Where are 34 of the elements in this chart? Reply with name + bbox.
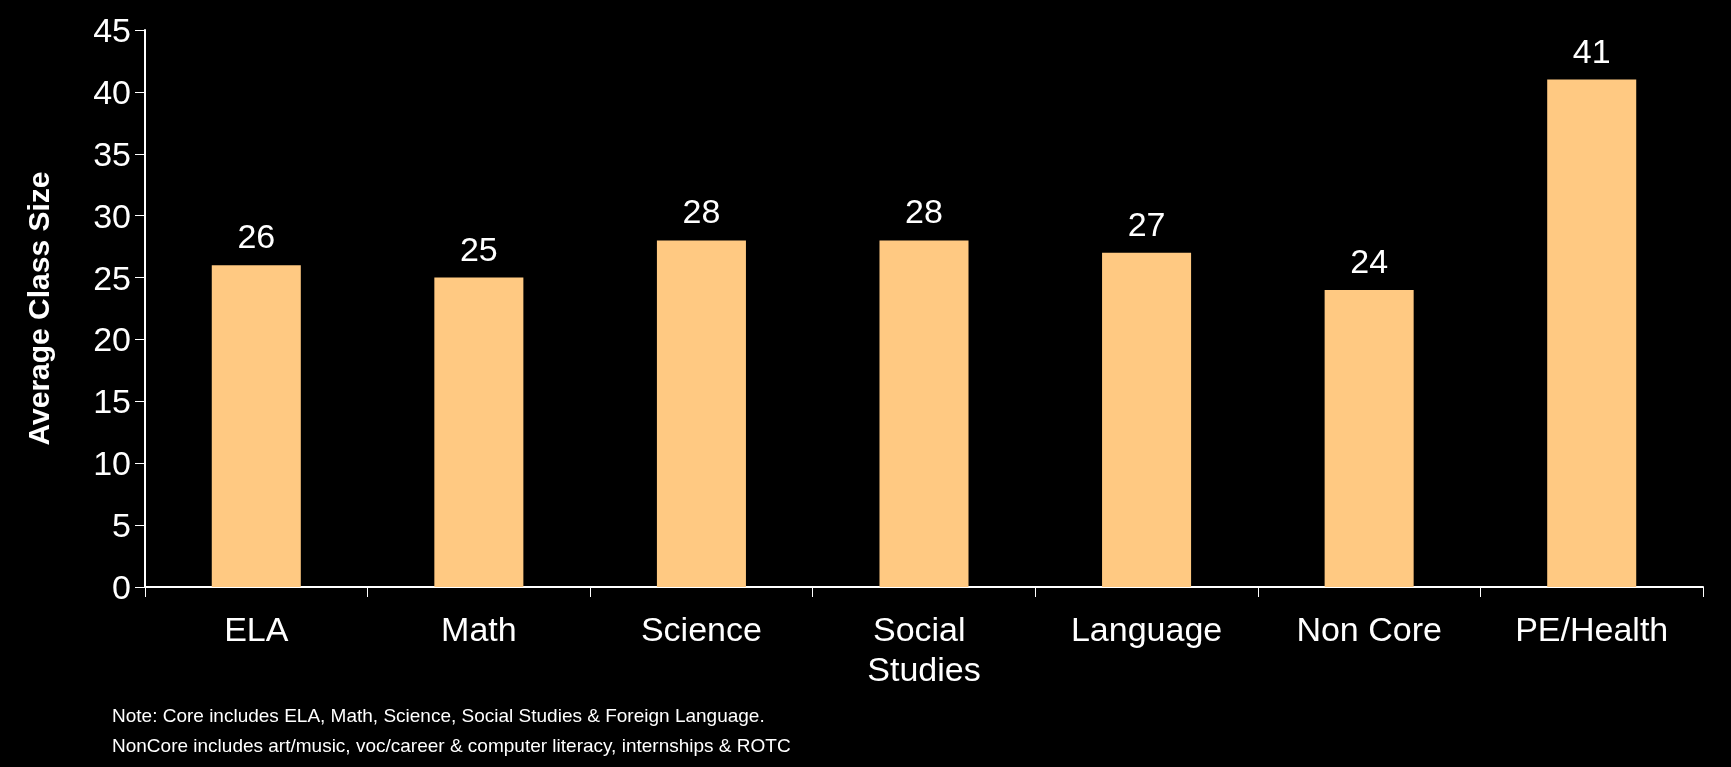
x-tick-label: PE/Health — [1515, 610, 1669, 648]
bar — [434, 277, 524, 587]
y-tick-label: 35 — [93, 134, 131, 173]
bar — [656, 240, 746, 587]
y-tick-label: 25 — [93, 258, 131, 297]
data-label: 28 — [682, 192, 721, 231]
bar — [211, 265, 301, 587]
data-label: 24 — [1350, 241, 1389, 280]
y-tick-label: 20 — [93, 320, 131, 359]
bar — [1324, 289, 1414, 587]
y-tick-label: 40 — [93, 72, 131, 111]
y-tick-label: 15 — [93, 382, 131, 421]
bar — [879, 240, 969, 587]
data-label: 26 — [237, 217, 276, 256]
bar — [1547, 79, 1637, 587]
x-tick-label: Language — [1070, 610, 1223, 648]
y-tick-label: 45 — [93, 11, 131, 49]
x-tick-label: Math — [441, 610, 517, 648]
x-tick-label: ELA — [224, 610, 289, 648]
data-label: 28 — [905, 192, 943, 231]
text: Note: Core includes ELA, Math, Science, Social Studies & Foreign Language. — [112, 705, 765, 726]
y-tick-label: 0 — [112, 568, 131, 606]
data-label: 27 — [1127, 204, 1166, 243]
y-tick-label: 10 — [93, 444, 131, 483]
text: NonCore includes art/music, voc/career & computer literacy, internships & ROTC — [112, 735, 791, 756]
bar — [1102, 252, 1192, 587]
x-tick-label: Non Core — [1296, 610, 1442, 648]
x-tick-label: Science — [640, 610, 762, 648]
y-tick-label: 5 — [112, 506, 131, 545]
data-label: 25 — [459, 229, 498, 268]
x-tick-label: Social Studies — [867, 610, 981, 688]
y-tick-label: 30 — [93, 196, 131, 235]
y-axis-title: Average Class Size — [21, 171, 55, 446]
data-label: 41 — [1572, 31, 1611, 70]
